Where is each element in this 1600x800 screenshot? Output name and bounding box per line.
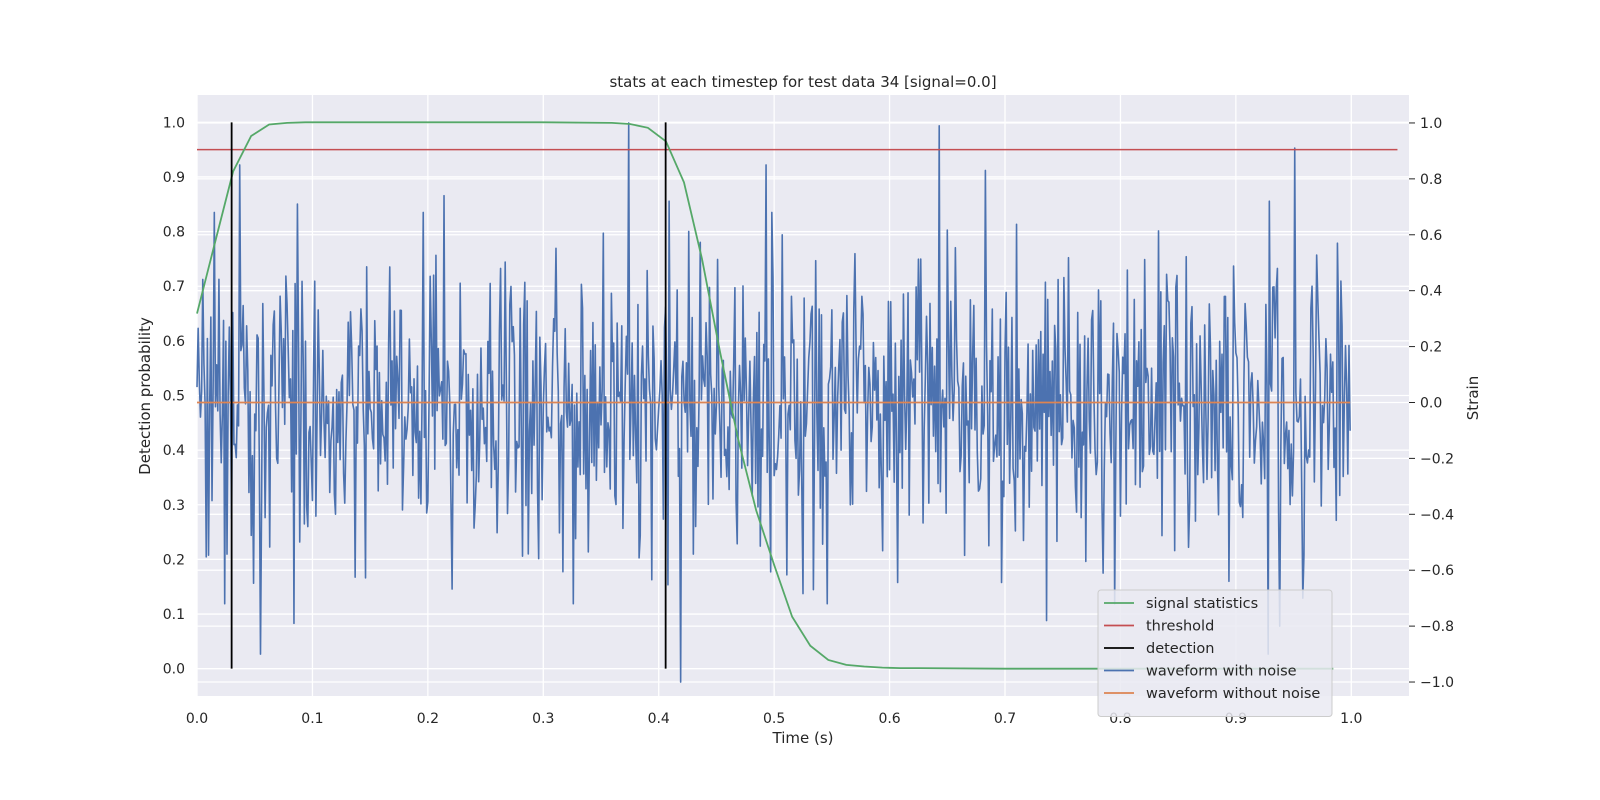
y-left-tick-label: 1.0 xyxy=(163,115,185,131)
series-signal-statistics xyxy=(196,121,1334,670)
legend-label: threshold xyxy=(1146,619,1214,635)
y-right-tick-label: −0.6 xyxy=(1420,563,1454,579)
y-left-tick-label: 0.1 xyxy=(163,607,185,623)
x-tick-label: 0.7 xyxy=(994,711,1016,727)
y-left-tick-label: 0.2 xyxy=(163,552,185,568)
y-right-tick-label: 1.0 xyxy=(1420,116,1442,132)
y-right-tick-label: −0.2 xyxy=(1420,451,1454,467)
y-axis-right: −1.0 −0.8 −0.6 −0.4 −0.2 0.0 0.2 0.4 0.6 0.8 1.0 xyxy=(1409,116,1454,691)
y-right-tick-label: 0.4 xyxy=(1420,284,1442,300)
y-left-tick-label: 0.9 xyxy=(163,170,185,186)
y-right-tick-label: 0.6 xyxy=(1420,228,1442,244)
legend-label: waveform without noise xyxy=(1146,686,1320,702)
y-left-tick-label: 0.0 xyxy=(163,662,185,678)
y-axis-left-label: Detection probability xyxy=(136,317,154,475)
x-axis-label: Time (s) xyxy=(772,729,834,747)
x-tick-label: 0.1 xyxy=(301,711,323,727)
x-tick-label: 0.3 xyxy=(532,711,554,727)
y-left-tick-label: 0.5 xyxy=(163,389,185,405)
legend-box xyxy=(1097,589,1333,717)
y-axis-left: 0.0 0.1 0.2 0.3 0.4 0.5 0.6 0.7 0.8 0.9 1.0 xyxy=(163,115,185,677)
chart-title: stats at each timestep for test data 34 … xyxy=(609,73,996,91)
y-axis-right-label: Strain xyxy=(1464,376,1482,420)
x-tick-label: 1.0 xyxy=(1340,711,1362,727)
x-tick-label: 0.2 xyxy=(417,711,439,727)
series-waveform-with-noise xyxy=(196,122,1351,683)
legend: signal statistics threshold detection wavef… xyxy=(1097,589,1333,717)
y-left-tick-label: 0.4 xyxy=(163,443,185,459)
legend-label: detection xyxy=(1146,641,1214,657)
x-tick-label: 0.0 xyxy=(186,711,208,727)
x-tick-label: 0.5 xyxy=(763,711,785,727)
y-right-tick-label: −0.8 xyxy=(1420,619,1454,635)
y-right-tick-label: 0.8 xyxy=(1420,172,1442,188)
legend-label: signal statistics xyxy=(1146,596,1258,612)
y-right-tick-label: −0.4 xyxy=(1420,507,1454,523)
y-left-tick-label: 0.8 xyxy=(163,225,185,241)
y-right-tick-label: 0.0 xyxy=(1420,395,1442,411)
y-right-tick-label: −1.0 xyxy=(1420,675,1454,691)
legend-label: waveform with noise xyxy=(1146,664,1297,680)
y-left-tick-label: 0.7 xyxy=(163,279,185,295)
series xyxy=(196,121,1398,683)
y-left-tick-label: 0.3 xyxy=(163,498,185,514)
y-right-tick-label: 0.2 xyxy=(1420,340,1442,356)
x-tick-label: 0.4 xyxy=(648,711,670,727)
y-left-tick-label: 0.6 xyxy=(163,334,185,350)
x-tick-label: 0.6 xyxy=(878,711,900,727)
